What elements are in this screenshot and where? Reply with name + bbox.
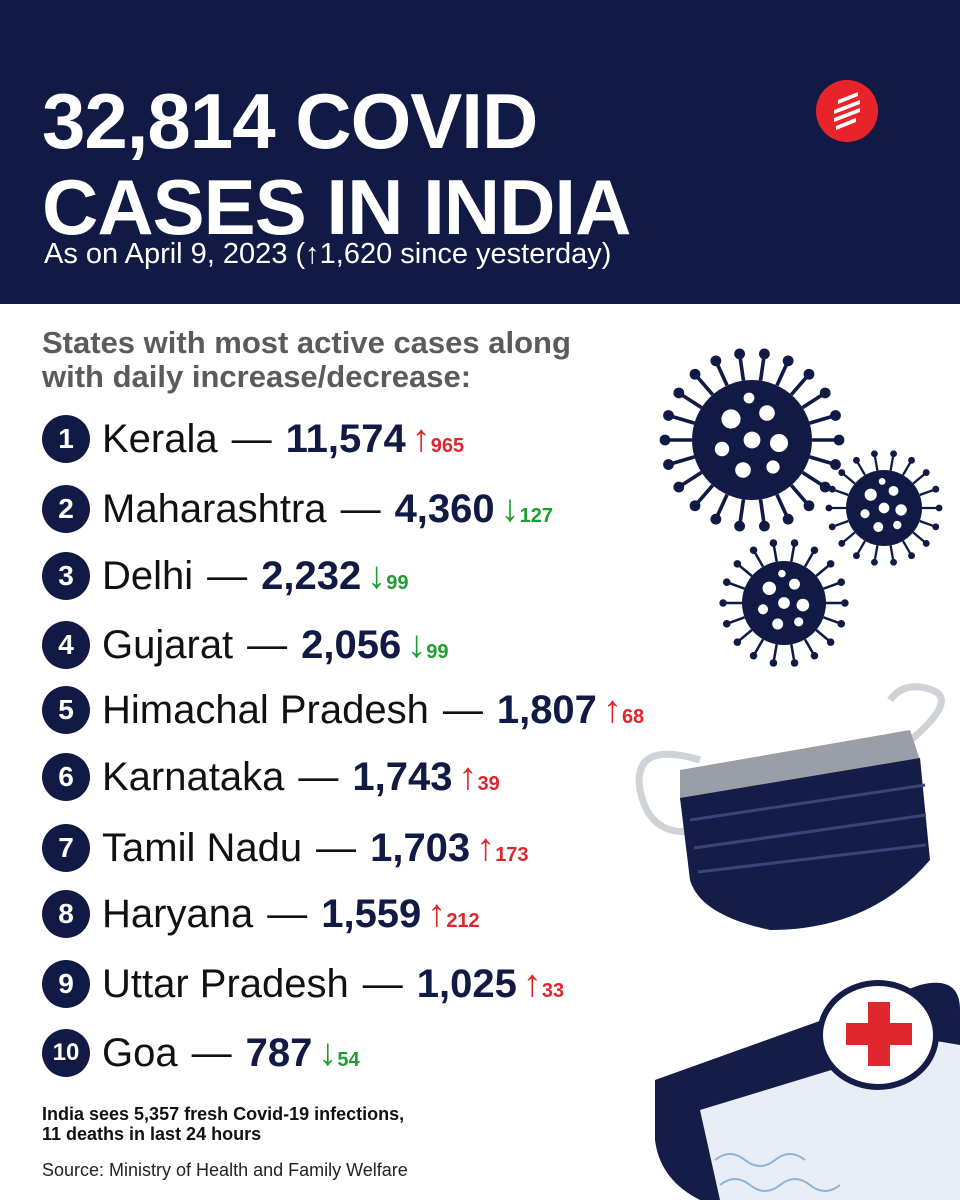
state-row: 7 Tamil Nadu — 1,703 ↑ 173 (42, 823, 529, 873)
daily-change: 68 (621, 706, 645, 728)
state-name: Kerala (102, 416, 218, 461)
state-name: Himachal Pradesh (102, 687, 429, 732)
section-heading: States with most active cases along with… (42, 326, 571, 394)
header-banner: 32,814 COVID CASES IN INDIA As on April … (0, 0, 960, 304)
rank-badge: 7 (42, 824, 90, 872)
state-row: 6 Karnataka — 1,743 ↑ 39 (42, 752, 500, 802)
daily-change: 127 (519, 505, 554, 527)
state-name: Delhi (102, 553, 194, 598)
rank-badge: 10 (42, 1029, 90, 1077)
separator-dash: — (442, 687, 483, 732)
active-cases: 1,703 (370, 825, 471, 870)
state-name: Karnataka (102, 754, 285, 799)
rank-badge: 2 (42, 485, 90, 533)
separator-dash: — (298, 754, 339, 799)
state-name: Goa (102, 1030, 178, 1075)
rank-badge: 8 (42, 890, 90, 938)
daily-change: 965 (430, 435, 465, 457)
arrow-up-icon: ↑ (458, 756, 478, 798)
state-row: 2 Maharashtra — 4,360 ↓ 127 (42, 484, 553, 534)
daily-change: 54 (337, 1049, 360, 1071)
separator-dash: — (316, 825, 357, 870)
daily-change: 99 (426, 641, 449, 663)
section-heading-line-2: with daily increase/decrease: (42, 359, 472, 394)
footnote: India sees 5,357 fresh Covid-19 infectio… (42, 1104, 404, 1144)
arrow-up-icon: ↑ (411, 418, 431, 460)
separator-dash: — (247, 622, 288, 667)
state-row: 1 Kerala — 11,574 ↑ 965 (42, 414, 464, 464)
arrow-down-icon: ↓ (407, 624, 427, 666)
active-cases: 2,232 (261, 553, 362, 598)
active-cases: 2,056 (301, 622, 402, 667)
arrow-down-icon: ↓ (367, 555, 387, 597)
rank-badge: 4 (42, 621, 90, 669)
footnote-line-2: 11 deaths in last 24 hours (42, 1124, 262, 1144)
rank-badge: 6 (42, 753, 90, 801)
state-name: Uttar Pradesh (102, 961, 349, 1006)
state-name: Maharashtra (102, 486, 327, 531)
arrow-up-icon: ↑ (522, 963, 542, 1005)
daily-change: 39 (477, 773, 500, 795)
state-name: Tamil Nadu (102, 825, 303, 870)
active-cases: 4,360 (394, 486, 495, 531)
publisher-logo-icon (815, 80, 879, 142)
state-name: Haryana (102, 891, 254, 936)
state-row: 3 Delhi — 2,232 ↓ 99 (42, 551, 409, 601)
face-mask-icon (635, 683, 945, 930)
arrow-up-icon: ↑ (602, 689, 622, 731)
footnote-line-1: India sees 5,357 fresh Covid-19 infectio… (42, 1104, 405, 1124)
active-cases: 11,574 (285, 416, 406, 461)
daily-change: 33 (541, 980, 565, 1002)
rank-badge: 1 (42, 415, 90, 463)
title-line-2: CASES IN INDIA (42, 163, 631, 251)
page-subtitle: As on April 9, 2023 (↑1,620 since yester… (44, 238, 612, 270)
active-cases: 1,025 (416, 961, 517, 1006)
daily-change: 173 (495, 844, 529, 866)
state-row: 10 Goa — 787 ↓ 54 (42, 1028, 360, 1078)
separator-dash: — (207, 553, 248, 598)
arrow-up-icon: ↑ (427, 893, 447, 935)
arrow-up-icon: ↑ (476, 827, 496, 869)
title-line-1: 32,814 COVID (42, 77, 538, 165)
active-cases: 1,743 (352, 754, 453, 799)
separator-dash: — (362, 961, 403, 1006)
section-heading-line-1: States with most active cases along (42, 325, 571, 360)
daily-change: 212 (446, 910, 480, 932)
rank-badge: 3 (42, 552, 90, 600)
state-row: 4 Gujarat — 2,056 ↓ 99 (42, 620, 449, 670)
virus-icon (825, 450, 943, 566)
separator-dash: — (267, 891, 308, 936)
rank-badge: 5 (42, 686, 90, 734)
arrow-down-icon: ↓ (318, 1032, 338, 1074)
active-cases: 787 (245, 1030, 313, 1075)
state-row: 5 Himachal Pradesh — 1,807 ↑ 68 (42, 685, 644, 735)
virus-icon (659, 348, 845, 532)
page-title: 32,814 COVID CASES IN INDIA (42, 77, 631, 251)
daily-change: 99 (386, 572, 409, 594)
medical-card-icon (655, 980, 960, 1200)
rank-badge: 9 (42, 960, 90, 1008)
state-row: 8 Haryana — 1,559 ↑ 212 (42, 889, 480, 939)
state-name: Gujarat (102, 622, 234, 667)
separator-dash: — (231, 416, 272, 461)
virus-icon (719, 539, 849, 667)
separator-dash: — (191, 1030, 232, 1075)
source-credit: Source: Ministry of Health and Family We… (42, 1160, 408, 1180)
active-cases: 1,559 (321, 891, 422, 936)
separator-dash: — (340, 486, 381, 531)
state-row: 9 Uttar Pradesh — 1,025 ↑ 33 (42, 959, 564, 1009)
arrow-down-icon: ↓ (500, 488, 520, 530)
active-cases: 1,807 (496, 687, 597, 732)
